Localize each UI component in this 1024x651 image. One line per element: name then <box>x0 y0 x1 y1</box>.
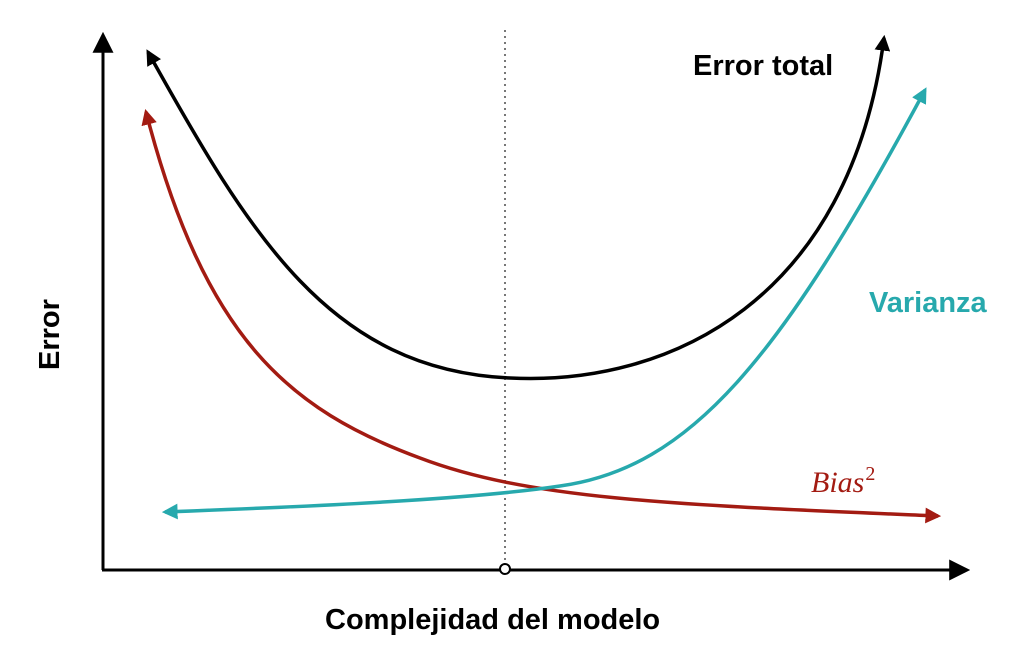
y-axis-label: Error <box>34 299 66 370</box>
optimum-point <box>499 563 511 575</box>
bias-label: Bias2 <box>811 464 875 498</box>
x-axis-label: Complejidad del modelo <box>325 604 661 636</box>
bias-curve <box>141 108 942 524</box>
variance-curve <box>161 87 927 520</box>
total-error-curve <box>146 34 891 381</box>
bias-label-text: Bias <box>811 466 865 499</box>
variance-label: Varianza <box>869 287 987 319</box>
bias-exponent: 2 <box>865 463 876 485</box>
total-error-label: Error total <box>693 50 834 82</box>
